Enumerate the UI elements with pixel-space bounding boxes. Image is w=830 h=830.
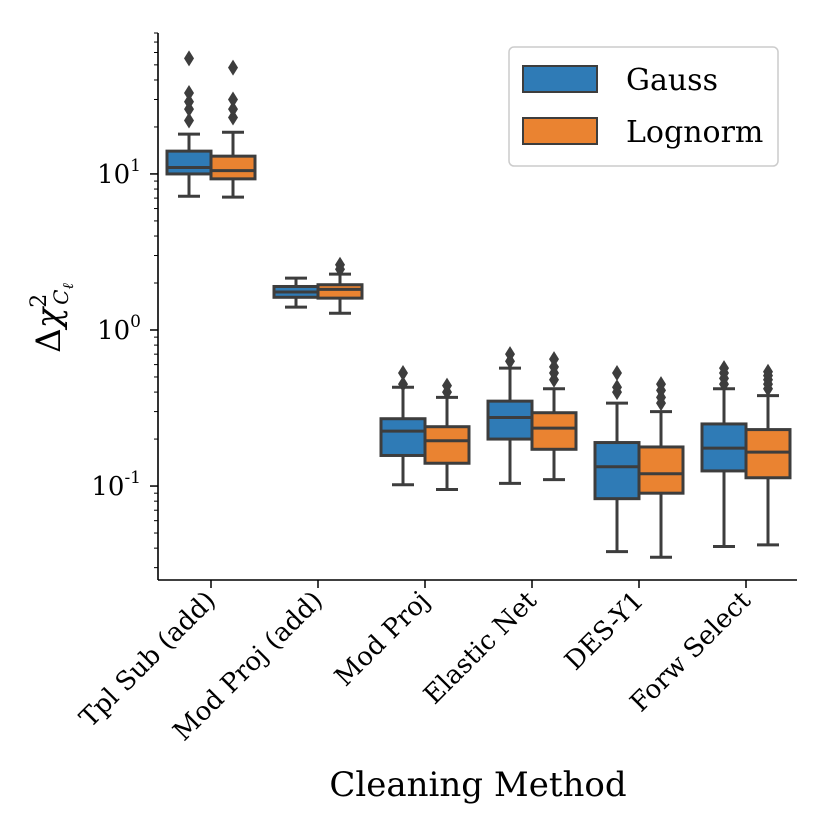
outlier-point [442,377,452,394]
y-tick-label: 101 [97,156,141,190]
outlier-point [549,351,559,368]
y-axis-title: Δχ2Cℓ [27,283,77,353]
outlier-point [184,112,194,129]
outlier-point [228,59,238,76]
outlier-point [763,363,773,380]
x-tick-label: Mod Proj [329,586,436,693]
outlier-point [228,101,238,118]
box [379,417,427,457]
outlier-point [228,91,238,108]
legend-label-lognorm: Lognorm [626,115,763,150]
legend-swatch-gauss [522,65,598,93]
box [637,445,685,495]
outlier-point [228,109,238,126]
legend-swatch-lognorm [522,117,598,145]
outlier-point [656,376,666,393]
box [165,149,213,176]
box [530,411,578,451]
outlier-point [398,376,408,393]
box [209,154,257,181]
outlier-point [184,85,194,102]
outlier-point [335,256,345,273]
y-tick-label: 100 [97,312,141,346]
x-axis-title: Cleaning Method [329,765,626,805]
box [316,283,364,300]
box [744,428,792,480]
legend: Gauss Lognorm [508,46,779,167]
outlier-point [505,346,515,363]
y-axis-ticks: 10-1 100 101 [91,32,158,569]
y-tick-label: 10-1 [91,468,141,502]
box [423,425,471,465]
box [593,441,641,501]
outlier-point [612,379,622,396]
outlier-point [612,365,622,382]
x-tick-label: DES-Y1 [559,586,650,677]
plot-area [165,50,792,559]
x-tick-label: Elastic Net [418,585,543,710]
box [486,399,534,441]
outlier-point [719,360,729,377]
outlier-point [398,365,408,382]
outlier-point [184,50,194,67]
x-axis-ticks: Tpl Sub (add)Mod Proj (add) Mod ProjElast… [74,580,757,747]
outlier-point [184,93,194,110]
legend-label-gauss: Gauss [626,63,718,98]
